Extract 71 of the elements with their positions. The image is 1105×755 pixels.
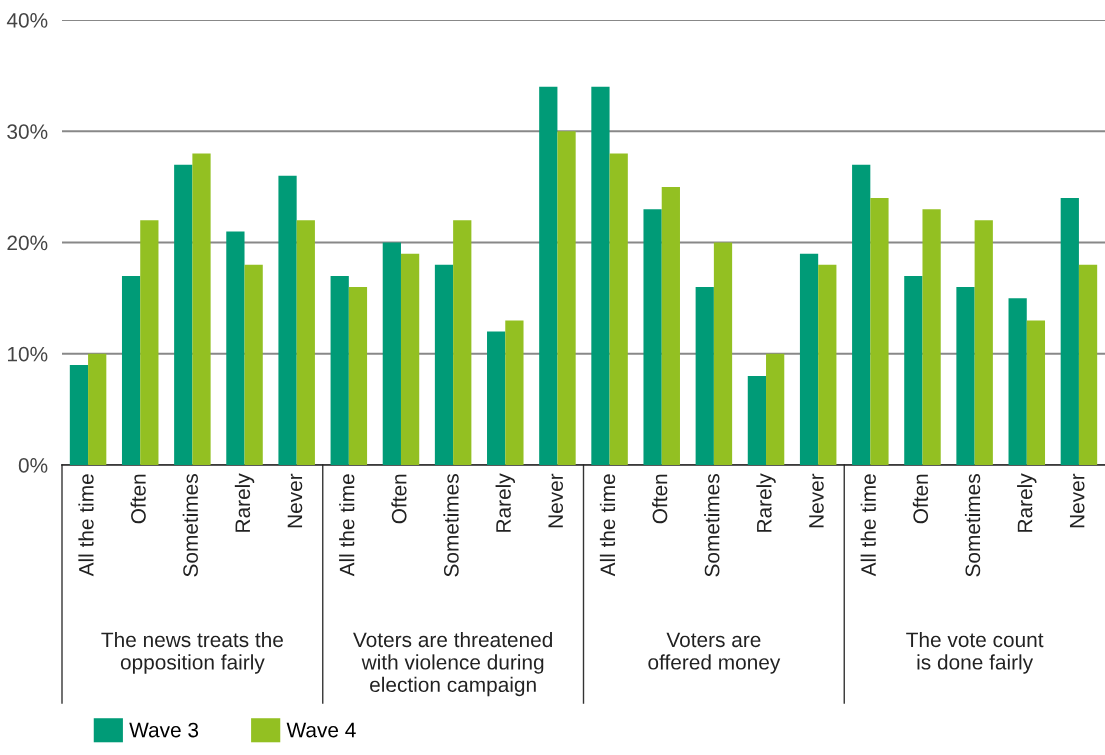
- bar: [695, 287, 714, 465]
- x-tick-label: All the time: [339, 474, 355, 577]
- x-tick-label: Sometimes: [443, 474, 459, 577]
- bar: [591, 86, 610, 465]
- bar: [296, 220, 315, 465]
- bar: [852, 164, 871, 465]
- bar: [244, 264, 263, 465]
- x-tick-label: Never: [809, 473, 824, 528]
- bar: [121, 275, 141, 465]
- bar: [434, 264, 454, 465]
- x-tick-label: Rarely: [756, 473, 776, 532]
- bar: [609, 153, 628, 465]
- x-tick-label: All the time: [78, 474, 94, 577]
- bar: [557, 131, 576, 465]
- text: Voters are offered money: [648, 632, 781, 674]
- bar: [799, 253, 819, 465]
- bar: [922, 209, 941, 465]
- bar: [904, 275, 923, 465]
- bar: [1078, 264, 1098, 465]
- bar: [956, 287, 975, 465]
- x-tick-label: Rarely: [495, 473, 515, 532]
- x-tick-label: Rarely: [1017, 473, 1037, 532]
- bar: [1008, 298, 1027, 465]
- bar: [382, 242, 401, 465]
- x-tick-label: Sometimes: [964, 474, 981, 577]
- legend-label: Wave 4: [286, 722, 356, 738]
- bar: [713, 242, 733, 465]
- y-tick-label: 40%: [6, 13, 48, 28]
- bar: [453, 220, 472, 465]
- legend-label: Wave 3: [129, 722, 199, 738]
- x-tick-label: Rarely: [234, 473, 255, 532]
- x-tick-label: Often: [130, 474, 146, 524]
- bar: [330, 275, 349, 465]
- bar: [870, 198, 889, 465]
- x-tick-label: Often: [391, 474, 407, 524]
- x-tick-label: Never: [1069, 473, 1085, 528]
- x-tick-label: Sometimes: [704, 474, 720, 577]
- bar: [643, 209, 662, 465]
- bar: [766, 353, 785, 465]
- bar: [539, 86, 558, 465]
- x-tick-label: Never: [548, 473, 564, 528]
- y-tick-label: 0%: [18, 458, 48, 473]
- x-tick-label: Often: [912, 474, 929, 524]
- text: The news treats the opposition fairly: [101, 631, 283, 674]
- y-tick-label: 10%: [8, 346, 48, 362]
- bar: [278, 175, 297, 465]
- bar: [747, 376, 767, 465]
- bar: [487, 331, 506, 465]
- x-tick-label: All the time: [599, 474, 616, 577]
- bar: [69, 364, 89, 465]
- bar: [818, 264, 837, 465]
- bar: [192, 153, 211, 465]
- x-tick-label: All the time: [860, 474, 876, 577]
- bar: [1026, 320, 1046, 465]
- x-tick-label: Sometimes: [182, 474, 198, 577]
- bar: [88, 353, 107, 465]
- bar: [140, 220, 159, 465]
- bar: [505, 320, 524, 465]
- y-tick-label: 20%: [7, 235, 48, 251]
- bar: [348, 287, 368, 465]
- bar: [400, 253, 420, 465]
- y-tick-label: 30%: [7, 124, 48, 139]
- text: Voters are threatened with violence during election campaign: [353, 631, 552, 697]
- bar: [174, 164, 193, 465]
- bar: [226, 231, 245, 465]
- x-tick-label: Often: [652, 474, 668, 524]
- bar: [661, 186, 680, 465]
- x-tick-label: Never: [287, 473, 303, 528]
- bar: [974, 220, 993, 465]
- text: The vote count is done fairly: [906, 631, 1044, 674]
- bar: [1060, 198, 1079, 465]
